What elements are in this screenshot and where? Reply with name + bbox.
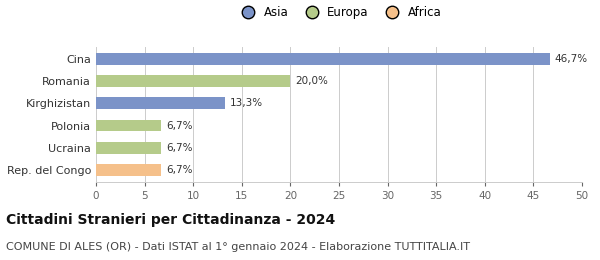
Text: COMUNE DI ALES (OR) - Dati ISTAT al 1° gennaio 2024 - Elaborazione TUTTITALIA.IT: COMUNE DI ALES (OR) - Dati ISTAT al 1° g… — [6, 242, 470, 252]
Bar — [96, 120, 161, 131]
Text: 46,7%: 46,7% — [555, 54, 588, 64]
Bar — [96, 164, 161, 176]
Text: 6,7%: 6,7% — [166, 143, 193, 153]
Text: 13,3%: 13,3% — [230, 98, 263, 108]
Bar — [96, 75, 290, 87]
Text: 6,7%: 6,7% — [166, 121, 193, 131]
Bar — [96, 98, 225, 109]
Bar — [96, 53, 550, 64]
Text: 20,0%: 20,0% — [295, 76, 328, 86]
Text: 6,7%: 6,7% — [166, 165, 193, 175]
Legend: Asia, Europa, Africa: Asia, Europa, Africa — [232, 1, 446, 24]
Bar — [96, 142, 161, 154]
Text: Cittadini Stranieri per Cittadinanza - 2024: Cittadini Stranieri per Cittadinanza - 2… — [6, 213, 335, 227]
